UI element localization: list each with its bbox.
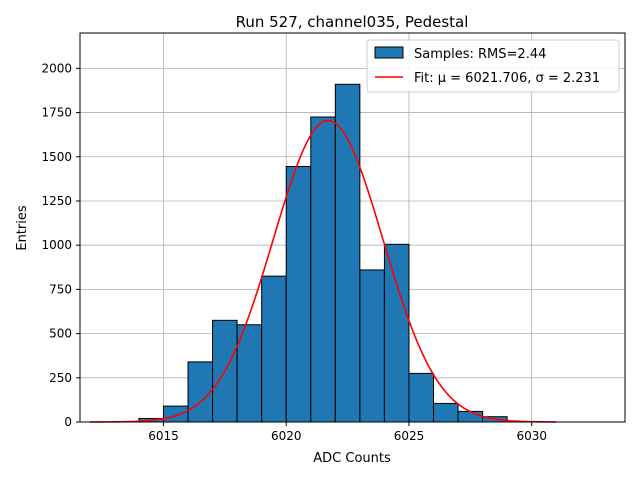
y-tick-label: 1250 <box>41 194 72 208</box>
histogram-bar <box>187 361 214 423</box>
histogram-bar <box>261 275 287 423</box>
histogram-bar <box>457 410 484 423</box>
x-tick-label: 6025 <box>394 429 425 443</box>
legend-label-fit: Fit: μ = 6021.706, σ = 2.231 <box>414 71 600 86</box>
fit-curve <box>89 119 557 423</box>
plot-area: 6015 6020 6025 6030 0 250 500 750 1000 1250 1500 1… <box>41 32 626 443</box>
y-axis-ticks: 0 250 500 750 1000 1250 1500 1750 2000 <box>41 61 80 429</box>
x-tick-label: 6020 <box>271 429 302 443</box>
y-axis-label: Entries <box>15 205 30 251</box>
y-tick-label: 750 <box>49 282 72 296</box>
plot-frame <box>79 32 626 423</box>
histogram-bars <box>138 83 508 423</box>
y-tick-label: 250 <box>49 371 72 385</box>
histogram-bar <box>383 243 410 423</box>
histogram-bar <box>408 372 435 423</box>
y-tick-label: 2000 <box>41 61 72 75</box>
chart-title: Run 527, channel035, Pedestal <box>236 13 469 31</box>
legend-label-samples: Samples: RMS=2.44 <box>414 47 546 62</box>
y-tick-label: 1500 <box>41 150 72 164</box>
histogram-bar <box>285 165 312 423</box>
x-tick-label: 6015 <box>148 429 179 443</box>
x-axis-label: ADC Counts <box>313 451 391 466</box>
y-tick-label: 1000 <box>41 238 72 252</box>
x-tick-label: 6030 <box>516 429 547 443</box>
histogram-bar <box>359 269 385 423</box>
histogram-bar <box>162 405 189 423</box>
y-tick-label: 0 <box>64 415 72 429</box>
legend-swatch-samples <box>374 46 404 59</box>
histogram-bar <box>310 116 336 423</box>
histogram-bar <box>334 83 361 423</box>
y-tick-label: 1750 <box>41 106 72 120</box>
x-axis-ticks: 6015 6020 6025 6030 <box>148 422 547 443</box>
histogram-bar <box>433 402 459 423</box>
legend-box <box>366 39 620 93</box>
legend: Samples: RMS=2.44 Fit: μ = 6021.706, σ =… <box>366 39 620 93</box>
y-tick-label: 500 <box>49 327 72 341</box>
